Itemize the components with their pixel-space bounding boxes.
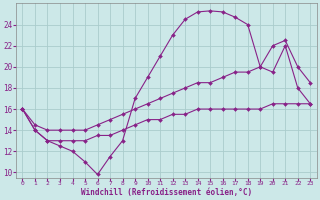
X-axis label: Windchill (Refroidissement éolien,°C): Windchill (Refroidissement éolien,°C) (81, 188, 252, 197)
